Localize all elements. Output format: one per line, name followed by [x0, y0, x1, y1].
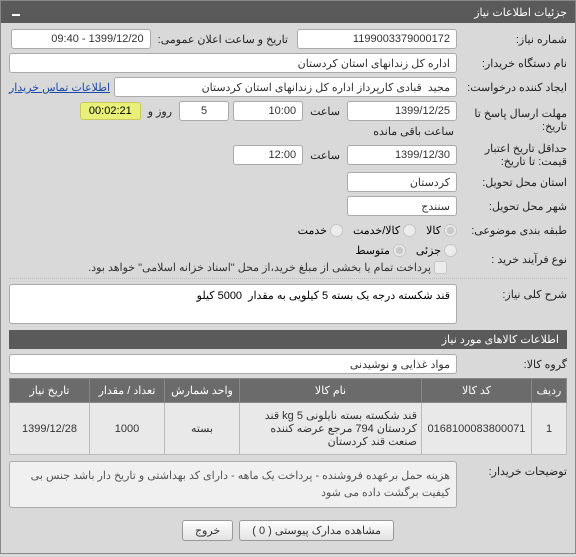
day-word: روز و	[145, 105, 175, 118]
announce-field	[11, 29, 151, 49]
col-row: ردیف	[532, 379, 567, 403]
group-label: گروه کالا:	[457, 358, 567, 371]
items-section-title: اطلاعات کالاهای مورد نیاز	[9, 330, 567, 349]
close-button[interactable]: خروج	[182, 520, 233, 541]
contact-link[interactable]: اطلاعات تماس خریدار	[9, 81, 110, 94]
cell-qty: 1000	[90, 403, 165, 455]
province-field	[347, 172, 457, 192]
city-label: شهر محل تحویل:	[457, 200, 567, 213]
time-word-2: ساعت	[307, 149, 343, 162]
attachments-button[interactable]: مشاهده مدارک پیوستی ( 0 )	[239, 520, 394, 541]
general-desc	[9, 284, 457, 324]
general-desc-label: شرح کلی نیاز:	[457, 284, 567, 301]
process-label: نوع فرآیند خرید :	[457, 253, 567, 266]
announce-label: تاریخ و ساعت اعلان عمومی:	[155, 33, 291, 46]
countdown: 00:02:21	[80, 102, 141, 120]
col-qty: تعداد / مقدار	[90, 379, 165, 403]
city-field	[347, 196, 457, 216]
cell-unit: بسته	[165, 403, 240, 455]
col-code: کد کالا	[422, 379, 532, 403]
minimize-icon[interactable]	[9, 5, 23, 19]
deadline-label: مهلت ارسال پاسخ تا تاریخ:	[457, 107, 567, 133]
cell-name: قند شکسته بسته نایلونی 5 kg قند کردستان …	[240, 403, 422, 455]
remain-word: ساعت باقی مانده	[370, 125, 457, 138]
process-radios: جزئی متوسط	[355, 244, 457, 257]
buyer-notes: هزینه حمل برعهده فروشنده - پرداخت یک ماه…	[9, 461, 457, 508]
validity-label: حداقل تاریخ اعتبار قیمت: تا تاریخ:	[457, 142, 567, 168]
budget-goods[interactable]: کالا	[426, 224, 457, 237]
cell-code: 0168100083800071	[422, 403, 532, 455]
creator-field	[114, 77, 457, 97]
budget-label: طبقه بندی موضوعی:	[457, 224, 567, 237]
need-no-field	[297, 29, 457, 49]
buyer-org-field	[9, 53, 457, 73]
deadline-date	[347, 101, 457, 121]
budget-svc[interactable]: خدمت	[298, 224, 343, 237]
items-table: ردیف کد کالا نام کالا واحد شمارش تعداد /…	[9, 378, 567, 455]
treasury-check[interactable]: پرداخت تمام یا بخشی از مبلغ خرید،از محل …	[88, 261, 447, 274]
group-field	[9, 354, 457, 374]
province-label: استان محل تحویل:	[457, 176, 567, 189]
need-no-label: شماره نیاز:	[457, 33, 567, 46]
cell-idx: 1	[532, 403, 567, 455]
budget-radios: کالا کالا/خدمت خدمت	[9, 224, 457, 237]
budget-service[interactable]: کالا/خدمت	[353, 224, 416, 237]
panel-header: جزئیات اطلاعات نیاز	[1, 1, 575, 23]
col-name: نام کالا	[240, 379, 422, 403]
buyer-notes-label: توضیحات خریدار:	[457, 461, 567, 478]
time-word-1: ساعت	[307, 105, 343, 118]
process-medium[interactable]: متوسط	[355, 244, 406, 257]
cell-date: 1399/12/28	[10, 403, 90, 455]
creator-label: ایجاد کننده درخواست:	[457, 81, 567, 94]
buyer-org-label: نام دستگاه خریدار:	[457, 57, 567, 70]
validity-time	[233, 145, 303, 165]
panel-title: جزئیات اطلاعات نیاز	[474, 6, 567, 19]
col-date: تاریخ نیاز	[10, 379, 90, 403]
deadline-time	[233, 101, 303, 121]
validity-date	[347, 145, 457, 165]
table-row[interactable]: 1 0168100083800071 قند شکسته بسته نایلون…	[10, 403, 567, 455]
days-field	[179, 101, 229, 121]
process-small[interactable]: جزئی	[416, 244, 457, 257]
col-unit: واحد شمارش	[165, 379, 240, 403]
